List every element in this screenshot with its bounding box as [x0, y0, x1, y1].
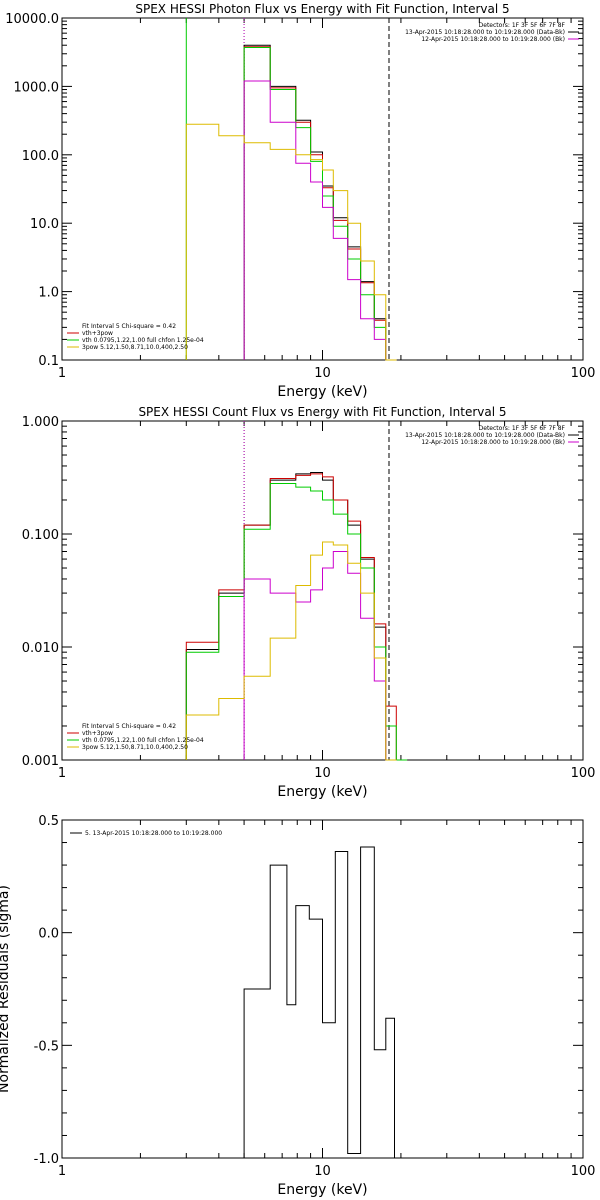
x-tick-label: 1 [58, 366, 66, 381]
y-tick-label: 100.0 [22, 149, 59, 164]
y-tick-label: 10000.0 [5, 12, 59, 27]
x-tick-label: 100 [571, 766, 596, 781]
legend-text: 5. 13-Apr-2015 10:18:28.000 to 10:19:28.… [85, 830, 222, 837]
series-line-1 [185, 472, 397, 761]
y-tick-label: 0.010 [22, 641, 59, 656]
y-tick-label: 0.0 [38, 927, 59, 942]
legend-topright-text: 12-Apr-2015 10:18:28.000 to 10:19:28.000… [421, 439, 565, 446]
series-line-5 [185, 123, 397, 361]
y-tick-label: 0.100 [22, 528, 59, 543]
series-line-1 [243, 846, 395, 1158]
series-line-2 [243, 46, 397, 361]
legend-topright-text: Detectors: 1F 3F 5F 6F 7F 8F [479, 425, 566, 432]
y-tick-label: 1.0 [38, 286, 59, 301]
x-tick-label: 10 [314, 1164, 331, 1179]
series-line-3 [243, 47, 397, 361]
legend-bottomleft-text: vth+3pow [82, 330, 113, 337]
legend-topright-text: Detectors: 1F 3F 5F 6F 7F 8F [479, 22, 566, 29]
x-tick-label: 10 [314, 366, 331, 381]
series-line-5 [185, 541, 397, 761]
y-axis-label: Normalized Residuals (sigma) [0, 885, 12, 1093]
y-tick-label: -0.5 [34, 1039, 59, 1054]
chart-title: SPEX HESSI Count Flux vs Energy with Fit… [138, 405, 506, 419]
x-axis-label: Energy (keV) [277, 384, 367, 400]
x-tick-label: 100 [571, 1164, 596, 1179]
y-tick-label: 0.1 [38, 354, 59, 369]
x-axis-label: Energy (keV) [277, 1182, 367, 1198]
legend-topright-text: 13-Apr-2015 10:18:28.000 to 10:19:28.000… [405, 432, 565, 439]
y-tick-label: 1.000 [22, 415, 59, 430]
series-line-4 [243, 551, 397, 761]
chart-panel-1: SPEX HESSI Photon Flux vs Energy with Fi… [5, 2, 595, 400]
legend-bottomleft-text: vth+3pow [82, 730, 113, 737]
y-tick-label: -1.0 [34, 1152, 59, 1167]
chart-panel-3: 1 10 100 Energy (keV) -1.0 -0.5 0.0 0.5 Normaliz… [0, 814, 595, 1198]
y-tick-label: 0.5 [38, 814, 59, 829]
legend-bottomleft-text: Fit Interval 5 Chi-square = 0.42 [82, 723, 176, 730]
series-line-4 [243, 80, 397, 361]
x-tick-label: 10 [314, 766, 331, 781]
legend-topright-text: 12-Apr-2015 10:18:28.000 to 10:19:28.000… [421, 36, 565, 43]
y-tick-label: 0.001 [22, 754, 59, 769]
legend-bottomleft-text: vth 0.0795,1.22,1.00 full chfon 1.25e-04 [82, 737, 204, 744]
legend-topright-text: 13-Apr-2015 10:18:28.000 to 10:19:28.000… [405, 29, 565, 36]
x-tick-label: 100 [571, 366, 596, 381]
plot-frame [61, 420, 584, 761]
x-tick-label: 1 [58, 766, 66, 781]
series-line-3 [185, 483, 408, 761]
x-tick-label: 1 [58, 1164, 66, 1179]
y-tick-label: 10.0 [30, 217, 59, 232]
y-tick-label: 1000.0 [14, 80, 60, 95]
legend-bottomleft-text: vth 0.0795,1.22,1.00 full chfon 1.25e-04 [82, 337, 204, 344]
legend-bottomleft-text: 3pow 5.12,1.50,8.71,10.0,400,2.50 [82, 744, 188, 751]
chart-panel-2: SPEX HESSI Count Flux vs Energy with Fit… [22, 405, 596, 800]
series-line-1 [243, 44, 397, 361]
chart-title: SPEX HESSI Photon Flux vs Energy with Fi… [135, 2, 509, 16]
x-axis-label: Energy (keV) [277, 784, 367, 800]
legend-bottomleft-text: Fit Interval 5 Chi-square = 0.42 [82, 323, 176, 330]
legend-bottomleft-text: 3pow 5.12,1.50,8.71,10.0,400,2.50 [82, 344, 188, 351]
